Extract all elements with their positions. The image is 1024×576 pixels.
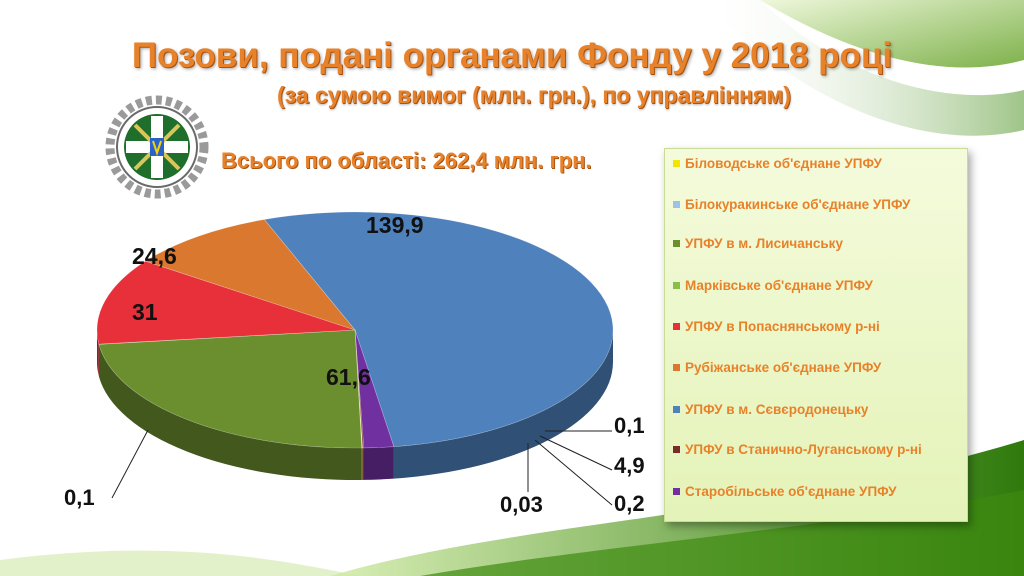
data-label-lysychansk: 61,6	[326, 364, 371, 390]
legend-text: УПФУ в Станично-Луганському р-ні	[685, 442, 922, 457]
data-label-bilovodsk: 0,1	[614, 413, 645, 438]
legend-item-starobilsk: Старобільське об'єднане УПФУ	[673, 483, 963, 501]
legend-item-popasna: УПФУ в Попаснянському р-ні	[673, 318, 963, 336]
data-label-bilokurakyne: 0,03	[500, 492, 543, 517]
legend-key-bilokurakyne	[673, 201, 680, 208]
total-label: Всього по області: 262,4 млн. грн.	[221, 148, 592, 173]
legend-key-markivka	[673, 282, 680, 289]
legend: Біловодське об'єднане УПФУ Білокуракинсь…	[664, 148, 968, 522]
legend-key-popasna	[673, 323, 680, 330]
legend-item-stanychno: УПФУ в Станично-Луганському р-ні	[673, 441, 963, 459]
pie-side-lysychansk	[98, 344, 362, 481]
legend-key-starobilsk	[673, 488, 680, 495]
bg-swoosh-right-2	[700, 0, 1024, 136]
legend-text: УПФУ в Попаснянському р-ні	[685, 319, 880, 334]
pie-slice-bilovodsk	[354, 329, 363, 449]
legend-text: Білокуракинське об'єднане УПФУ	[685, 197, 911, 212]
legend-key-bilovodsk	[673, 160, 680, 167]
legend-item-sievierodonetsk: УПФУ в м. Сєвєродонецьку	[673, 401, 963, 419]
bg-swoosh-right	[760, 0, 1024, 68]
pie-side-sievierodonetsk	[393, 330, 613, 479]
legend-key-sievierodonetsk	[673, 406, 680, 413]
legend-item-rubizhne: Рубіжанське об'єднане УПФУ	[673, 359, 963, 377]
leader-line	[534, 439, 613, 506]
legend-text: Марківське об'єднане УПФУ	[685, 278, 873, 293]
data-label-sievierodonetsk: 139,9	[366, 212, 424, 238]
legend-item-bilokurakyne: Білокуракинське об'єднане УПФУ	[673, 196, 963, 214]
leader-line	[539, 435, 613, 471]
data-label-markivka: 0,1	[64, 485, 95, 510]
leader-line	[111, 429, 149, 499]
pie-slice-popasna	[96, 260, 356, 345]
pie-side-bilovodsk	[361, 447, 363, 480]
legend-item-lysychansk: УПФУ в м. Лисичанську	[673, 235, 963, 253]
pie-slice-stanychno	[354, 329, 365, 449]
data-label-rubizhne: 24,6	[132, 243, 177, 269]
pension-fund-logo-icon	[105, 95, 209, 199]
bg-swoosh-left	[0, 550, 360, 576]
data-label-popasna: 31	[132, 299, 158, 325]
pie-side-popasna	[97, 330, 99, 377]
chart-subtitle: (за сумою вимог (млн. грн.), по управлін…	[277, 82, 791, 108]
pie-side-stanychno	[362, 447, 364, 480]
pie-slice-rubizhne	[144, 219, 356, 331]
pie-slice-starobilsk	[354, 329, 395, 449]
chart-title: Позови, подані органами Фонду у 2018 роц…	[131, 36, 893, 75]
pie-slice-bilokurakyne	[354, 329, 363, 449]
legend-key-stanychno	[673, 446, 680, 453]
legend-key-rubizhne	[673, 364, 680, 371]
legend-item-bilovodsk: Біловодське об'єднане УПФУ	[673, 155, 963, 173]
legend-text: Старобільське об'єднане УПФУ	[685, 484, 897, 499]
legend-item-markivka: Марківське об'єднане УПФУ	[673, 277, 963, 295]
pie-slice-lysychansk	[98, 329, 363, 449]
data-label-stanychno: 0,2	[614, 491, 645, 516]
pie-side-starobilsk	[363, 446, 394, 480]
legend-text: Рубіжанське об'єднане УПФУ	[685, 360, 882, 375]
bg-swoosh-bottom-2	[420, 490, 1024, 576]
data-label-starobilsk: 4,9	[614, 453, 645, 478]
legend-text: УПФУ в м. Лисичанську	[685, 236, 843, 251]
legend-text: Біловодське об'єднане УПФУ	[685, 156, 882, 171]
legend-text: УПФУ в м. Сєвєродонецьку	[685, 402, 869, 417]
pie-slice-sievierodonetsk	[263, 211, 614, 447]
legend-key-lysychansk	[673, 240, 680, 247]
